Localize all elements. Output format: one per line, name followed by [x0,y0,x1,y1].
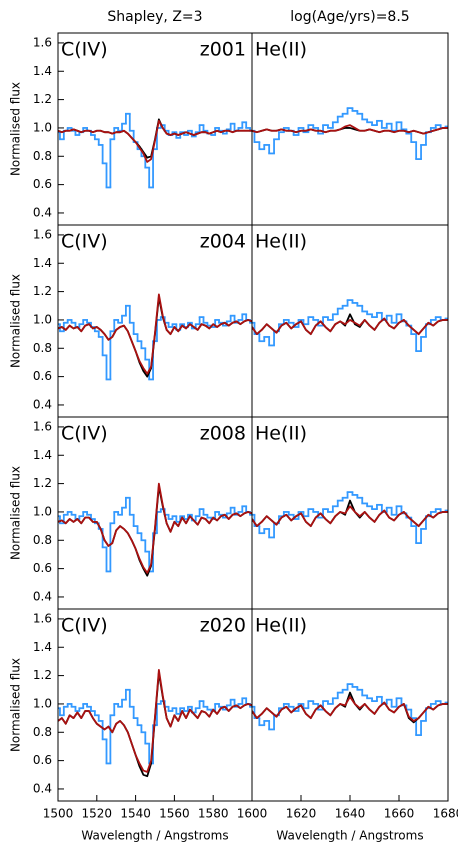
x-tick-label: 1560 [159,807,190,821]
y-axis-label: Normalised flux [9,274,23,368]
y-tick-label: 1.2 [33,476,52,490]
panel-label: z004 [200,231,246,253]
panel-label: He(II) [255,39,307,61]
y-tick-label: 1.4 [33,64,52,78]
model-line [252,499,448,528]
y-tick-label: 1.4 [33,256,52,270]
model-line [252,124,448,135]
y-tick-label: 1.2 [33,668,52,682]
x-axis-label: Wavelength / Angstroms [276,829,423,843]
x-tick-label: 1520 [82,807,113,821]
y-tick-label: 0.4 [33,781,52,795]
panel-title: log(Age/yrs)=8.5 [290,9,409,25]
plot-area [58,482,252,577]
panel-frame [251,608,449,802]
panel-label: C(IV) [61,39,108,61]
x-tick-label: 1680 [433,807,458,821]
panel-label: C(IV) [61,615,108,637]
model-line [252,505,448,528]
y-tick-label: 1.4 [33,640,52,654]
plot-area [252,299,448,353]
plot-area [252,683,448,737]
model-line [58,482,252,574]
x-tick-label: 1580 [198,807,229,821]
y-tick-label: 1.0 [33,312,52,326]
y-tick-label: 0.4 [33,589,52,603]
model-line [58,119,252,163]
x-tick-label: 1660 [384,807,415,821]
panel-label: C(IV) [61,423,108,445]
y-tick-label: 0.6 [33,177,52,191]
y-tick-label: 1.4 [33,448,52,462]
panel-label: C(IV) [61,231,108,253]
panel-label: He(II) [255,423,307,445]
y-axis-label: Normalised flux [9,466,23,560]
x-tick-label: 1500 [43,807,74,821]
y-tick-label: 0.4 [33,205,52,219]
panel-label: He(II) [255,615,307,637]
plot-area [58,112,252,189]
y-tick-label: 1.6 [33,227,52,241]
y-tick-label: 0.6 [33,369,52,383]
y-tick-label: 0.4 [33,397,52,411]
y-axis-label: Normalised flux [9,82,23,176]
panel-label: z020 [200,615,246,637]
panel-label: He(II) [255,231,307,253]
y-tick-label: 0.8 [33,341,52,355]
y-tick-label: 1.6 [33,35,52,49]
plot-area [252,491,448,545]
plot-area [252,107,448,161]
model-line [58,669,252,773]
y-tick-label: 0.6 [33,561,52,575]
y-tick-label: 0.6 [33,753,52,767]
y-tick-label: 1.6 [33,611,52,625]
y-axis-label: Normalised flux [9,658,23,752]
y-tick-label: 1.0 [33,120,52,134]
plot-area [58,669,252,778]
x-tick-label: 1640 [335,807,366,821]
y-tick-label: 1.2 [33,92,52,106]
x-axis-label: Wavelength / Angstroms [81,829,228,843]
panel-label: z008 [200,423,246,445]
model-line [58,293,252,375]
panel-frame [251,416,449,610]
y-tick-label: 1.2 [33,284,52,298]
panel-label: z001 [200,39,246,61]
y-tick-label: 0.8 [33,533,52,547]
y-tick-label: 1.6 [33,419,52,433]
x-tick-label: 1620 [286,807,317,821]
model-line [252,695,448,722]
y-tick-label: 0.8 [33,725,52,739]
panel-title: Shapley, Z=3 [107,9,202,25]
y-tick-label: 1.0 [33,504,52,518]
y-tick-label: 1.0 [33,696,52,710]
plot-area [58,293,252,381]
x-tick-label: 1600 [237,807,268,821]
y-tick-label: 0.8 [33,149,52,163]
model-line [252,317,448,336]
x-tick-label: 1540 [120,807,151,821]
